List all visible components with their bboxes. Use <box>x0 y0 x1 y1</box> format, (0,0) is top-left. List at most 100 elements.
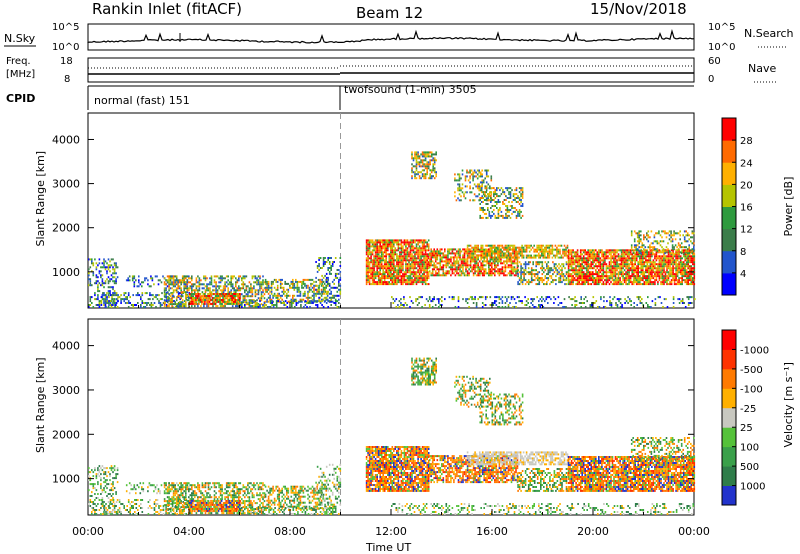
data-cell <box>98 282 101 285</box>
data-cell <box>548 244 551 247</box>
data-cell <box>201 300 203 303</box>
data-cell <box>382 271 384 274</box>
data-cell <box>106 296 108 299</box>
data-cell <box>614 255 617 258</box>
data-cell <box>676 267 679 270</box>
data-cell <box>448 260 451 263</box>
data-cell <box>616 261 618 264</box>
data-cell <box>402 251 404 254</box>
data-cell <box>380 279 383 282</box>
data-cell <box>456 262 458 265</box>
data-cell <box>445 272 448 275</box>
data-cell <box>205 297 208 299</box>
data-cell <box>256 277 258 280</box>
data-cell <box>570 249 573 252</box>
data-cell <box>217 300 220 303</box>
data-cell <box>163 277 166 280</box>
data-cell <box>322 265 325 267</box>
data-cell <box>584 283 586 286</box>
data-cell <box>219 297 221 299</box>
data-cell <box>113 276 116 279</box>
data-cell <box>673 283 676 286</box>
data-cell <box>653 236 656 239</box>
data-cell <box>411 273 413 276</box>
data-cell <box>637 249 639 252</box>
data-cell <box>114 302 116 304</box>
data-cell <box>629 249 632 252</box>
data-cell <box>98 272 101 275</box>
data-cell <box>632 269 635 272</box>
data-cell <box>563 250 566 253</box>
data-cell <box>237 300 240 303</box>
data-cell <box>692 273 694 276</box>
data-cell <box>596 265 599 268</box>
data-cell <box>216 295 218 297</box>
data-cell <box>667 273 670 276</box>
data-cell <box>207 289 210 292</box>
data-cell <box>457 260 460 263</box>
data-cell <box>663 265 665 268</box>
data-cell <box>191 287 193 290</box>
data-cell <box>681 269 683 272</box>
data-cell <box>507 272 510 275</box>
data-cell <box>567 257 570 260</box>
data-cell <box>163 303 166 306</box>
data-cell <box>420 249 422 252</box>
data-cell <box>605 267 608 270</box>
data-cell <box>174 275 176 278</box>
data-cell <box>576 283 579 286</box>
data-cell <box>651 281 653 284</box>
data-cell <box>676 271 679 274</box>
data-cell <box>581 257 583 260</box>
data-cell <box>595 257 597 260</box>
data-cell <box>474 262 476 265</box>
data-cell <box>456 272 458 275</box>
data-cell <box>370 275 372 278</box>
data-cell <box>628 253 630 256</box>
data-cell <box>623 255 626 258</box>
data-cell <box>290 280 293 283</box>
data-cell <box>165 293 167 296</box>
data-cell <box>279 280 282 283</box>
data-cell <box>92 306 95 308</box>
data-cell <box>338 288 340 291</box>
data-cell <box>492 260 495 263</box>
data-cell <box>523 271 525 274</box>
data-cell <box>120 294 122 297</box>
data-cell <box>103 300 105 303</box>
data-cell <box>424 265 427 268</box>
data-cell <box>506 254 508 257</box>
data-cell <box>373 245 375 248</box>
data-cell <box>658 277 661 280</box>
data-cell <box>543 267 545 270</box>
data-cell <box>318 290 320 293</box>
data-cell <box>327 278 329 281</box>
data-cell <box>292 278 294 281</box>
data-cell <box>214 302 217 305</box>
data-cell <box>679 244 681 247</box>
data-cell <box>427 239 430 242</box>
data-cell <box>368 241 371 244</box>
data-cell <box>673 232 675 235</box>
data-cell <box>528 246 531 249</box>
data-cell <box>575 251 577 254</box>
data-cell <box>608 279 611 282</box>
data-cell <box>676 269 679 272</box>
data-cell <box>112 298 114 301</box>
data-cell <box>385 239 387 242</box>
data-cell <box>438 262 440 265</box>
data-cell <box>336 290 339 293</box>
data-cell <box>592 249 594 252</box>
data-cell <box>168 287 170 290</box>
data-cell <box>477 264 479 267</box>
data-cell <box>186 295 189 298</box>
data-cell <box>547 271 550 274</box>
data-cell <box>107 264 110 267</box>
data-cell <box>677 242 680 245</box>
data-cell <box>675 249 677 252</box>
data-cell <box>196 293 199 295</box>
data-cell <box>585 277 588 280</box>
data-cell <box>579 269 582 272</box>
data-cell <box>415 259 418 262</box>
data-cell <box>109 304 112 306</box>
